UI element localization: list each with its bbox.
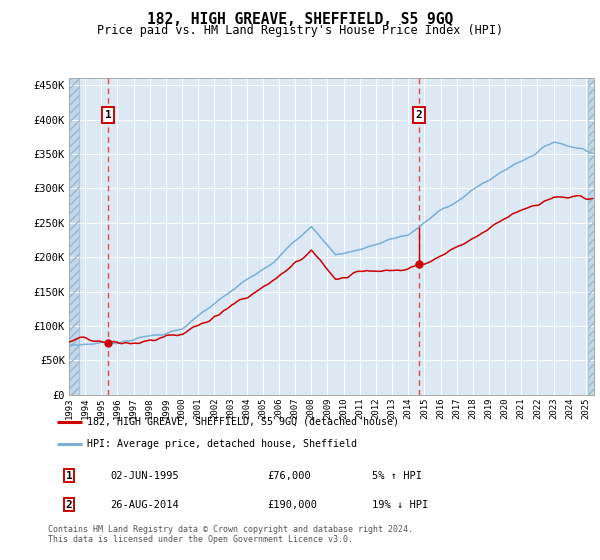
Text: 2: 2 [65,500,72,510]
Text: 182, HIGH GREAVE, SHEFFIELD, S5 9GQ: 182, HIGH GREAVE, SHEFFIELD, S5 9GQ [147,12,453,27]
Text: 02-JUN-1995: 02-JUN-1995 [110,471,179,480]
Text: £190,000: £190,000 [267,500,317,510]
Text: 26-AUG-2014: 26-AUG-2014 [110,500,179,510]
Text: 19% ↓ HPI: 19% ↓ HPI [371,500,428,510]
Text: HPI: Average price, detached house, Sheffield: HPI: Average price, detached house, Shef… [87,438,357,449]
Text: 182, HIGH GREAVE, SHEFFIELD, S5 9GQ (detached house): 182, HIGH GREAVE, SHEFFIELD, S5 9GQ (det… [87,417,399,427]
Text: Price paid vs. HM Land Registry's House Price Index (HPI): Price paid vs. HM Land Registry's House … [97,24,503,36]
Text: 1: 1 [65,471,72,480]
Text: 5% ↑ HPI: 5% ↑ HPI [371,471,422,480]
Text: 1: 1 [105,110,112,120]
Text: Contains HM Land Registry data © Crown copyright and database right 2024.
This d: Contains HM Land Registry data © Crown c… [48,525,413,544]
Text: 2: 2 [415,110,422,120]
Text: £76,000: £76,000 [267,471,311,480]
